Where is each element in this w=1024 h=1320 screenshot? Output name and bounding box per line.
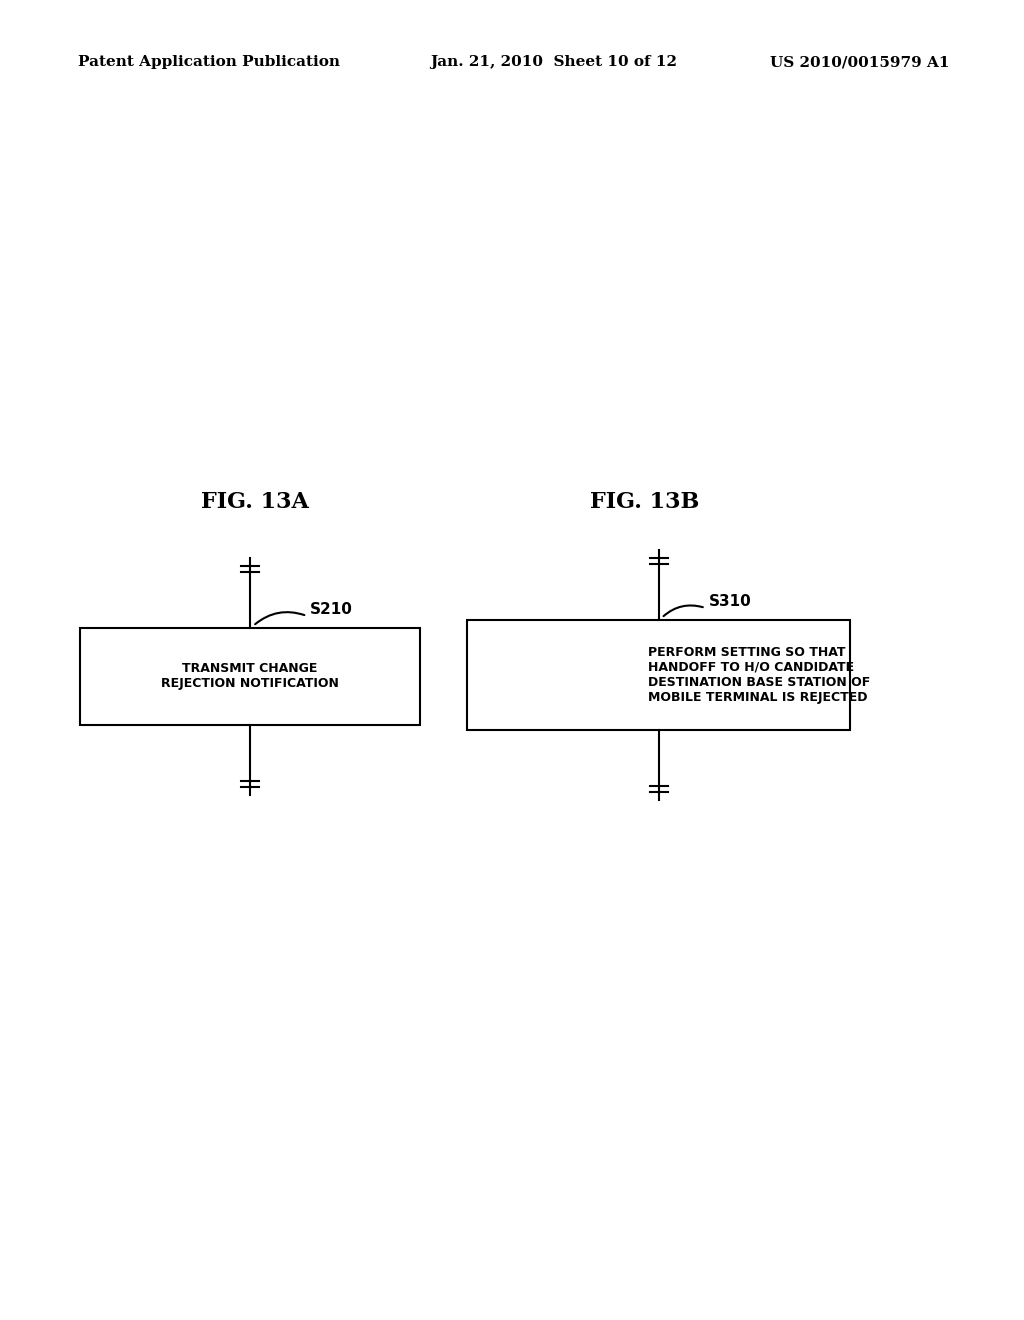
Text: FIG. 13A: FIG. 13A bbox=[201, 491, 309, 513]
Text: FIG. 13B: FIG. 13B bbox=[590, 491, 699, 513]
Bar bbox=[467, 620, 850, 730]
Text: Patent Application Publication: Patent Application Publication bbox=[78, 55, 340, 69]
Text: S310: S310 bbox=[709, 594, 752, 610]
Text: TRANSMIT CHANGE
REJECTION NOTIFICATION: TRANSMIT CHANGE REJECTION NOTIFICATION bbox=[161, 663, 339, 690]
Text: Jan. 21, 2010  Sheet 10 of 12: Jan. 21, 2010 Sheet 10 of 12 bbox=[430, 55, 677, 69]
Text: S210: S210 bbox=[310, 602, 353, 618]
Bar bbox=[80, 628, 420, 725]
Text: US 2010/0015979 A1: US 2010/0015979 A1 bbox=[770, 55, 950, 69]
Text: PERFORM SETTING SO THAT
HANDOFF TO H/O CANDIDATE
DESTINATION BASE STATION OF
MOB: PERFORM SETTING SO THAT HANDOFF TO H/O C… bbox=[648, 645, 870, 704]
